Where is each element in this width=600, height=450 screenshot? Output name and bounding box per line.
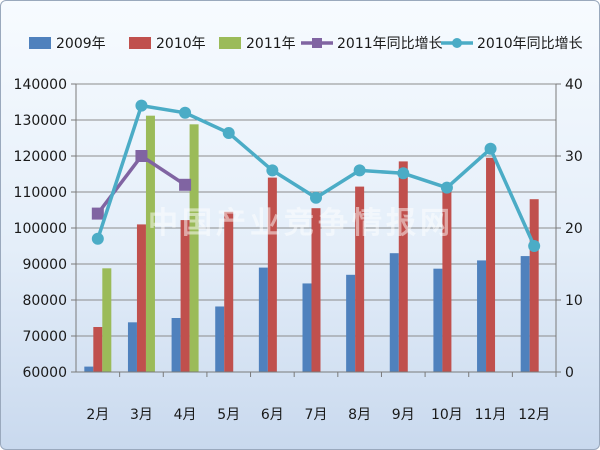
point [91,207,104,220]
x-tick-label: 7月 [305,407,328,423]
bar [529,199,539,372]
point [484,142,497,155]
x-tick-label: 12月 [518,407,550,423]
series-line [96,154,187,215]
y-left-tick-label: 90000 [22,257,67,273]
y-left-tick-label: 100000 [14,221,67,237]
x-tick-label: 2月 [86,407,109,423]
y-right-tick-label: 40 [565,77,583,93]
bar [180,220,190,372]
x-tick-label: 5月 [217,407,240,423]
bar [224,211,234,372]
point [179,178,192,191]
bar [477,260,487,372]
axes: 60000 70000 80000 90000 100000 110000 120000 13… [14,77,583,423]
y-left-tick-label: 140000 [14,77,67,93]
bar [145,115,155,373]
legend-label: 2010年 [156,36,206,52]
legend-swatch [219,37,241,49]
legend: 2009年 2010年 2011年 2011年同比增长 2010年同比增长 [29,36,583,52]
point [266,164,279,177]
watermark-text: 中国产业竞争情报网 [148,206,454,241]
bar [258,267,268,372]
point [310,191,322,204]
legend-label: 2010年同比增长 [477,36,583,52]
legend-label: 2009年 [56,36,106,52]
y-left-tick-label: 110000 [14,185,67,201]
line-series [91,99,541,252]
point [528,240,541,252]
x-tick-label: 8月 [348,407,371,423]
bar [389,253,399,372]
bar [84,366,94,372]
x-tick-label: 3月 [130,407,153,423]
x-tick-label: 4月 [174,407,197,423]
bar [189,124,199,372]
bar [136,224,146,372]
y-right-tick-label: 10 [565,293,583,309]
bar [311,208,321,372]
bar-series [84,115,539,373]
y-right-tick-label: 20 [565,221,583,237]
y-left-tick-label: 120000 [14,149,67,165]
x-tick-label: 10月 [431,407,463,423]
y-right-tick-label: 0 [565,365,574,381]
bar [520,256,530,372]
legend-marker [312,38,322,48]
point [91,232,104,245]
bar [442,186,452,372]
y-right-tick-label: 30 [565,149,583,165]
bar [127,322,137,372]
point [440,181,453,194]
y-left-tick-label: 60000 [22,365,67,381]
point [135,99,148,112]
x-tick-label: 11月 [475,407,507,423]
bar [346,274,356,372]
bar [171,318,181,372]
bar [486,157,496,372]
point [179,106,192,119]
y-left-tick-label: 70000 [22,329,67,345]
point [397,167,410,180]
legend-marker [452,38,462,48]
point [135,150,148,162]
x-tick-label: 6月 [261,407,284,423]
y-left-tick-label: 80000 [22,293,67,309]
y-left-tick-label: 130000 [14,113,67,129]
bar [267,177,277,372]
point [222,126,235,139]
bar [302,283,312,372]
legend-swatch [129,37,151,49]
legend-label: 2011年同比增长 [337,36,443,52]
bar [398,161,408,372]
x-tick-label: 9月 [392,407,415,423]
bar [102,268,112,372]
bar [215,306,225,372]
point [353,164,366,177]
bar [433,268,443,372]
legend-swatch [29,37,51,49]
bar [93,327,103,372]
legend-label: 2011年 [246,36,296,52]
bar [355,186,365,372]
